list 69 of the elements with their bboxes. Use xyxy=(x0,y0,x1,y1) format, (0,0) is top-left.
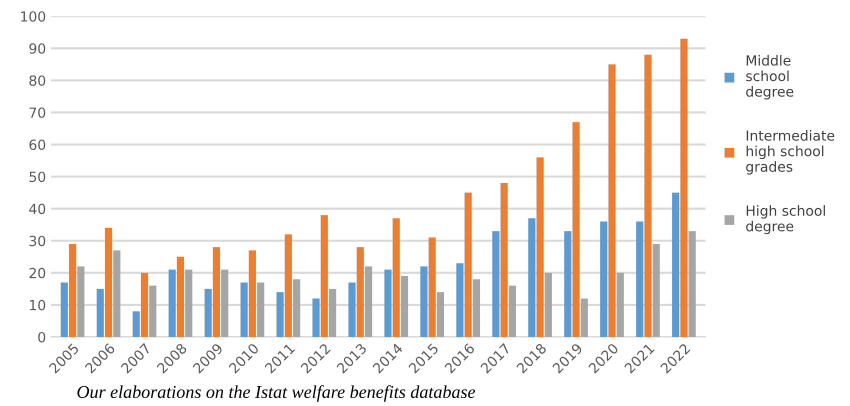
bar xyxy=(608,64,616,337)
y-tick-label: 10 xyxy=(30,300,46,310)
bar xyxy=(688,231,696,337)
bar xyxy=(293,279,300,337)
bar xyxy=(544,272,552,337)
bar xyxy=(168,270,176,337)
bar xyxy=(600,222,608,337)
bar xyxy=(456,263,464,337)
bar xyxy=(113,250,120,337)
bar xyxy=(284,234,292,337)
bar xyxy=(348,282,356,337)
y-tick-label: 30 xyxy=(30,236,46,246)
bar xyxy=(185,270,192,337)
bar xyxy=(60,282,68,337)
y-tick-label: 60 xyxy=(29,140,46,150)
bar xyxy=(364,266,372,337)
bar xyxy=(436,292,444,337)
legend-label: Middle school degree xyxy=(746,54,794,100)
bar xyxy=(564,231,572,337)
y-tick-label: 70 xyxy=(30,107,46,118)
bar xyxy=(221,270,228,337)
bar xyxy=(636,222,644,337)
bar xyxy=(492,231,500,337)
y-tick-label: 100 xyxy=(21,11,46,22)
bar xyxy=(212,247,220,337)
bar xyxy=(384,270,392,337)
bar xyxy=(96,288,104,337)
bar xyxy=(276,292,284,337)
bar xyxy=(240,282,248,337)
bar xyxy=(77,266,84,337)
bar xyxy=(580,298,588,337)
bar xyxy=(104,228,112,337)
y-tick-label: 0 xyxy=(38,332,46,342)
bar xyxy=(140,272,148,337)
bar xyxy=(356,247,364,337)
bar xyxy=(572,122,580,337)
bar xyxy=(204,288,212,337)
bar xyxy=(644,54,652,337)
bar xyxy=(420,266,428,337)
bar xyxy=(400,276,408,337)
bar xyxy=(508,286,516,337)
legend-label: High school degree xyxy=(746,205,825,234)
bar xyxy=(428,238,436,337)
y-tick-label: 50 xyxy=(30,172,46,182)
bar xyxy=(536,157,544,337)
bar xyxy=(500,183,508,337)
y-tick-label: 40 xyxy=(29,204,46,214)
bar xyxy=(392,218,400,337)
bar xyxy=(652,244,660,337)
y-tick-label: 20 xyxy=(29,268,46,278)
bar xyxy=(464,192,472,337)
bar xyxy=(616,272,624,337)
y-tick-label: 80 xyxy=(29,75,46,86)
bar xyxy=(320,215,328,337)
bar xyxy=(680,38,688,337)
bar xyxy=(176,256,184,337)
bar xyxy=(132,311,140,337)
bar xyxy=(257,282,264,337)
legend-label: Intermediate high school grades xyxy=(746,130,834,175)
bar xyxy=(312,298,320,337)
bar xyxy=(248,250,256,337)
bar xyxy=(672,192,680,337)
bar xyxy=(328,288,336,337)
bar xyxy=(149,286,156,337)
bar xyxy=(528,218,536,337)
bar xyxy=(472,279,480,337)
bar xyxy=(68,244,76,337)
y-tick-label: 90 xyxy=(29,43,46,54)
text: Our elaborations on the Istat welfare benefits database xyxy=(77,385,476,402)
